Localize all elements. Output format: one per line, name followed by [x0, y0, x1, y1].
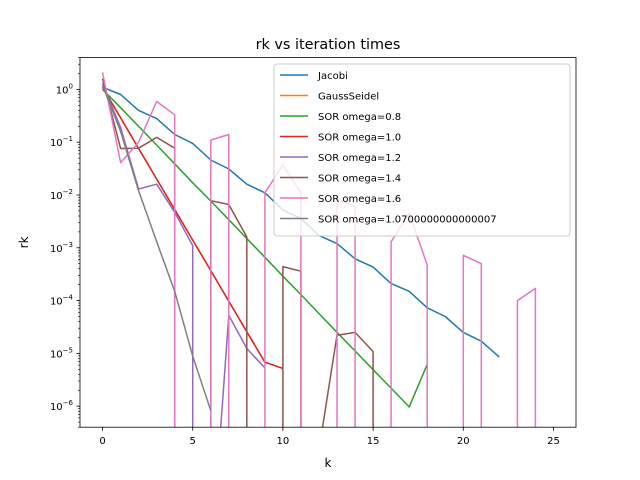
- y-tick-label: 10−1: [50, 135, 73, 149]
- x-tick-label: 25: [547, 436, 560, 447]
- legend-label-4: SOR omega=1.2: [318, 153, 401, 164]
- plot-frame: [79, 57, 577, 428]
- y-tick-label: 10−5: [50, 346, 73, 360]
- y-tick-label: 10−4: [50, 294, 74, 308]
- x-axis: 0 5 10 15 20 25: [99, 427, 560, 447]
- series-line-6: [101, 72, 537, 428]
- legend-label-1: GaussSeidel: [318, 92, 379, 103]
- x-tick-label: 20: [457, 436, 470, 447]
- series-layer: [101, 72, 537, 428]
- legend-label-3: SOR omega=1.0: [318, 133, 401, 144]
- y-tick-label: 100: [56, 82, 73, 96]
- y-tick-label: 10−2: [50, 188, 73, 202]
- y-tick-label: 10−3: [50, 241, 73, 255]
- legend-label-6: SOR omega=1.6: [318, 194, 401, 205]
- legend-box: [273, 63, 571, 237]
- y-axis: 10−6 10−5 10−4 10−3 10−2 10−1 100: [50, 57, 80, 428]
- y-tick-label: 10−6: [50, 399, 74, 413]
- x-tick-label: 15: [367, 436, 380, 447]
- legend-label-2: SOR omega=0.8: [318, 112, 401, 123]
- legend-label-7: SOR omega=1.0700000000000007: [318, 215, 497, 226]
- x-axis-label: k: [325, 456, 332, 470]
- chart-title: rk vs iteration times: [256, 37, 401, 53]
- series-line-3: [101, 86, 284, 370]
- x-tick-label: 10: [277, 436, 290, 447]
- x-tick-label: 5: [190, 436, 196, 447]
- legend-label-5: SOR omega=1.4: [318, 174, 401, 185]
- x-tick-label: 0: [99, 436, 105, 447]
- legend-label-0: Jacobi: [317, 71, 348, 82]
- legend: Jacobi GaussSeidel SOR omega=0.8 SOR omega=…: [273, 63, 571, 237]
- y-axis-label: rk: [17, 236, 31, 248]
- series-line-7: [101, 84, 212, 411]
